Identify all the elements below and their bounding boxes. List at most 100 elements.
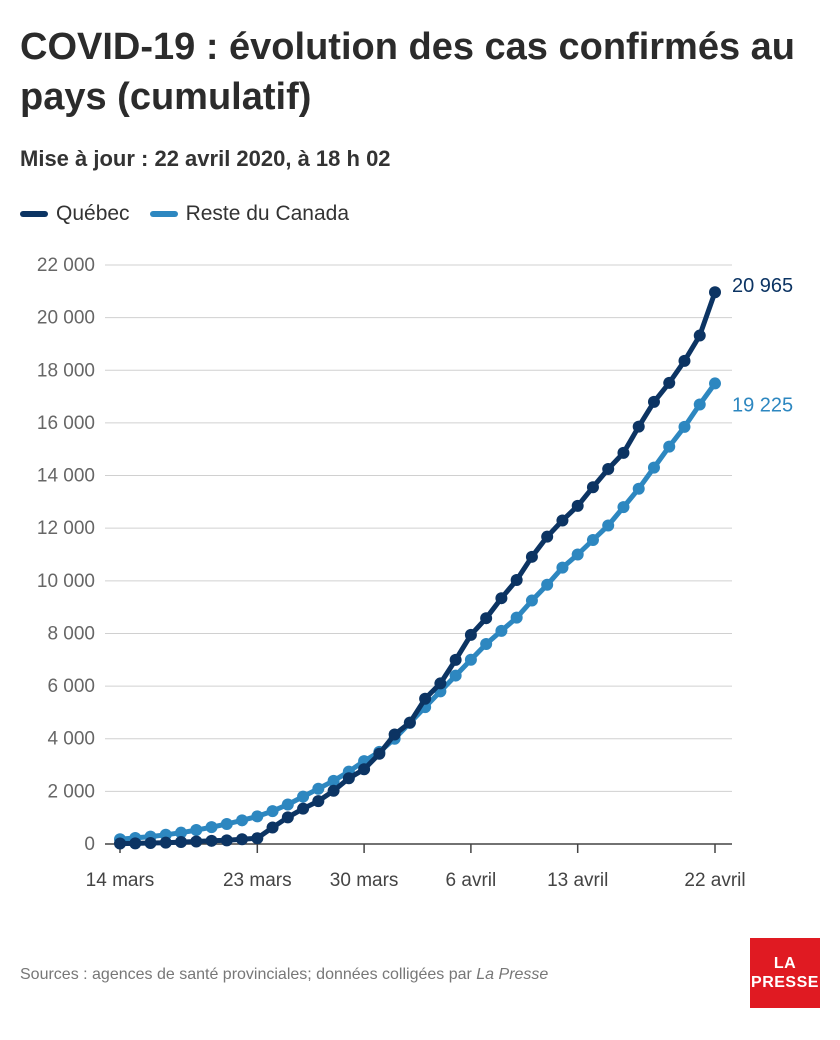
data-point-quebec	[464, 628, 477, 641]
data-point-canada	[464, 653, 477, 666]
data-point-canada	[190, 824, 203, 837]
data-point-quebec	[403, 716, 416, 729]
data-point-quebec	[190, 835, 203, 848]
y-tick-label: 0	[84, 834, 95, 855]
data-point-canada	[602, 519, 615, 532]
data-point-quebec	[205, 834, 218, 847]
data-point-canada	[236, 814, 249, 827]
data-point-quebec	[144, 836, 157, 849]
x-tick-label: 6 avril	[446, 870, 497, 891]
data-point-quebec	[510, 574, 523, 587]
data-point-quebec	[602, 463, 615, 476]
data-point-canada	[480, 637, 493, 650]
legend-item-canada: Reste du Canada	[149, 202, 350, 226]
logo-line-2: PRESSE	[751, 974, 819, 991]
data-point-canada	[312, 782, 325, 795]
data-point-canada	[678, 420, 691, 433]
legend-swatch-canada	[149, 211, 178, 217]
logo-line-1: LA	[773, 955, 797, 972]
x-tick-label: 13 avril	[547, 870, 608, 891]
data-point-quebec	[541, 530, 554, 543]
source-publication: La Presse	[476, 966, 549, 983]
y-tick-label: 18 000	[37, 360, 95, 381]
chart-title: COVID-19 : évolution des cas confirmés a…	[20, 26, 795, 118]
data-point-canada	[556, 561, 569, 574]
x-tick-label: 14 mars	[86, 870, 155, 891]
data-point-quebec	[693, 329, 706, 342]
data-point-canada	[541, 578, 554, 591]
data-point-quebec	[236, 833, 249, 846]
y-tick-label: 22 000	[37, 255, 95, 276]
end-label-canada: 19 225	[732, 394, 793, 416]
data-point-quebec	[709, 286, 721, 299]
data-point-quebec	[312, 795, 325, 808]
data-point-canada	[449, 669, 462, 682]
data-point-canada	[281, 798, 294, 811]
data-point-quebec	[525, 550, 538, 563]
data-point-quebec	[266, 821, 279, 834]
x-tick-label: 23 mars	[223, 870, 292, 891]
data-point-quebec	[175, 836, 188, 849]
data-point-canada	[632, 482, 645, 495]
y-tick-label: 10 000	[37, 571, 95, 592]
data-point-quebec	[129, 837, 142, 850]
data-point-canada	[266, 805, 279, 818]
data-point-quebec	[220, 834, 233, 847]
data-point-canada	[220, 817, 233, 830]
legend-swatch-quebec	[20, 211, 48, 217]
data-point-canada	[693, 398, 706, 411]
data-point-quebec	[617, 446, 630, 459]
source-note: Sources : agences de santé provinciales;…	[20, 966, 548, 984]
data-point-canada	[663, 440, 676, 453]
data-point-quebec	[495, 592, 508, 605]
data-point-canada	[205, 821, 218, 834]
y-tick-label: 2 000	[47, 781, 95, 802]
data-point-quebec	[114, 837, 126, 850]
data-point-quebec	[663, 376, 676, 389]
grid-layer	[105, 264, 732, 845]
y-tick-label: 8 000	[47, 623, 95, 644]
series-line-quebec	[117, 289, 718, 847]
data-point-quebec	[297, 802, 310, 815]
data-point-quebec	[449, 653, 462, 666]
data-point-canada	[297, 790, 310, 803]
legend-item-quebec: Québec	[20, 202, 130, 226]
y-tick-label: 6 000	[47, 676, 95, 697]
data-point-canada	[175, 826, 188, 839]
legend-label-canada: Reste du Canada	[185, 202, 350, 225]
data-point-quebec	[556, 514, 569, 527]
data-point-quebec	[358, 763, 371, 776]
y-tick-label: 12 000	[37, 518, 95, 539]
data-point-canada	[525, 594, 538, 607]
data-point-canada	[571, 548, 584, 561]
series-layer	[114, 286, 721, 850]
y-tick-label: 16 000	[37, 413, 95, 434]
data-point-canada	[647, 461, 660, 474]
data-point-quebec	[342, 772, 355, 785]
data-point-quebec	[647, 395, 660, 408]
data-point-canada	[617, 501, 630, 514]
data-point-quebec	[632, 420, 645, 433]
data-point-quebec	[586, 481, 599, 494]
data-point-quebec	[281, 811, 294, 824]
data-point-quebec	[419, 692, 432, 705]
source-prefix: Sources : agences de santé provinciales;…	[20, 966, 477, 983]
data-point-canada	[586, 534, 599, 547]
x-tick-label: 30 mars	[330, 870, 399, 891]
data-point-canada	[495, 624, 508, 637]
data-point-quebec	[678, 354, 691, 367]
data-point-quebec	[480, 612, 493, 625]
label-layer: 20 965 19 225	[732, 275, 793, 416]
y-tick-label: 4 000	[47, 729, 95, 750]
la-presse-logo: LA PRESSE	[750, 938, 820, 1008]
data-point-canada	[251, 810, 264, 823]
data-point-canada	[709, 377, 721, 390]
y-tick-label: 14 000	[37, 466, 95, 487]
legend-label-quebec: Québec	[56, 202, 130, 225]
data-point-quebec	[373, 747, 386, 760]
axis-layer: 0 2 000 4 000 6 000 8 000 10 000 12 000 14 000 1…	[37, 255, 746, 891]
data-point-canada	[510, 611, 523, 624]
data-point-quebec	[159, 836, 172, 849]
data-point-quebec	[388, 728, 401, 741]
data-point-quebec	[327, 784, 340, 797]
